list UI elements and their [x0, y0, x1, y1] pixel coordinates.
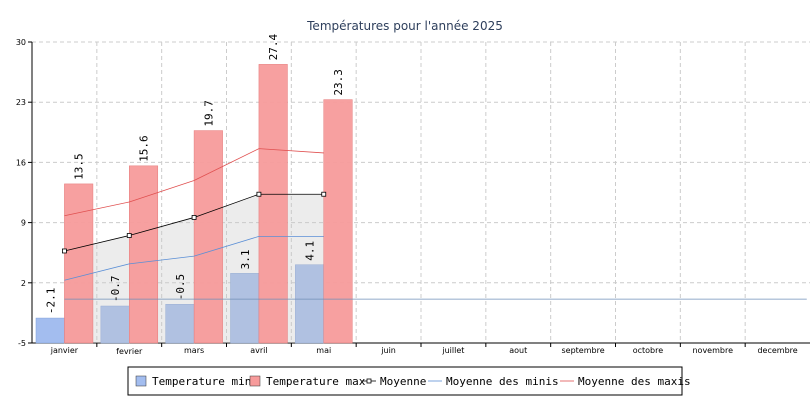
chart-title: Températures pour l'année 2025 — [306, 19, 503, 33]
bar-min — [100, 305, 130, 344]
x-tick-label: mai — [316, 346, 331, 355]
x-tick-label: decembre — [757, 346, 797, 355]
x-tick-label: juillet — [441, 346, 464, 355]
bar-min — [165, 304, 195, 344]
moyenne-marker — [62, 248, 67, 254]
y-tick-labels: 30 23 16 9 2 -5 — [16, 38, 26, 348]
data-label-max: 19.7 — [202, 100, 215, 127]
y-tick-label: 16 — [16, 158, 26, 167]
data-label-min: -0.5 — [174, 274, 187, 301]
plot-area — [35, 64, 807, 344]
x-tick-label: avril — [250, 346, 267, 355]
x-tick-label: fevrier — [116, 347, 143, 356]
data-label-min: 4.1 — [304, 241, 317, 261]
data-label-max: 27.4 — [267, 33, 280, 60]
y-tick-label: 30 — [16, 38, 26, 47]
y-tick-label: -5 — [18, 339, 26, 348]
data-label-max: 23.3 — [332, 69, 345, 96]
legend-swatch — [135, 375, 147, 387]
bar-max — [129, 165, 159, 344]
y-tick-label: 9 — [21, 219, 26, 228]
bar-max — [64, 183, 94, 344]
x-tick-label: juin — [380, 346, 396, 355]
legend-swatch — [249, 375, 261, 387]
x-tick-label: septembre — [562, 346, 605, 355]
moyenne-marker — [321, 191, 327, 197]
x-tick-label: novembre — [692, 346, 733, 355]
bar-min — [35, 317, 65, 344]
legend-label: Temperature min — [152, 375, 251, 388]
data-label-min: -0.7 — [109, 276, 122, 303]
x-tick-label: mars — [184, 346, 204, 355]
x-tick-label: aout — [509, 346, 527, 355]
y-tick-label: 2 — [21, 279, 26, 288]
y-tick-label: 23 — [16, 98, 26, 107]
legend-label: Moyenne des minis — [446, 375, 559, 388]
bar-min — [295, 264, 325, 344]
x-tick-label: janvier — [50, 346, 79, 355]
data-label-min: -2.1 — [44, 288, 57, 315]
moyenne-marker — [126, 233, 132, 238]
legend-marker — [366, 378, 372, 384]
legend: Temperature min Temperature max Moyenne Moy… — [127, 366, 691, 396]
line-moyenne-minis — [64, 235, 324, 281]
data-label-max: 15.6 — [138, 135, 151, 162]
line-moyenne-maxis — [64, 148, 324, 217]
moyenne-marker — [191, 215, 197, 220]
x-tick-label: octobre — [633, 346, 664, 355]
legend-box — [127, 366, 683, 396]
bar-max — [323, 99, 353, 344]
x-tick-labels: janvier fevrier mars avril mai juin juillet aou… — [50, 346, 798, 356]
grid — [28, 41, 810, 347]
legend-label: Temperature max — [266, 375, 366, 388]
data-labels: -2.1 -0.7 -0.5 3.1 4.1 13.5 15.6 19.7 27.4 23.3 — [44, 33, 345, 314]
data-label-min: 3.1 — [239, 249, 252, 269]
legend-label: Moyenne — [380, 375, 426, 388]
data-label-max: 13.5 — [73, 153, 86, 180]
legend-label: Moyenne des maxis — [578, 375, 691, 388]
moyenne-marker — [256, 191, 262, 197]
bar-max — [258, 64, 288, 344]
bar-max — [193, 130, 223, 344]
